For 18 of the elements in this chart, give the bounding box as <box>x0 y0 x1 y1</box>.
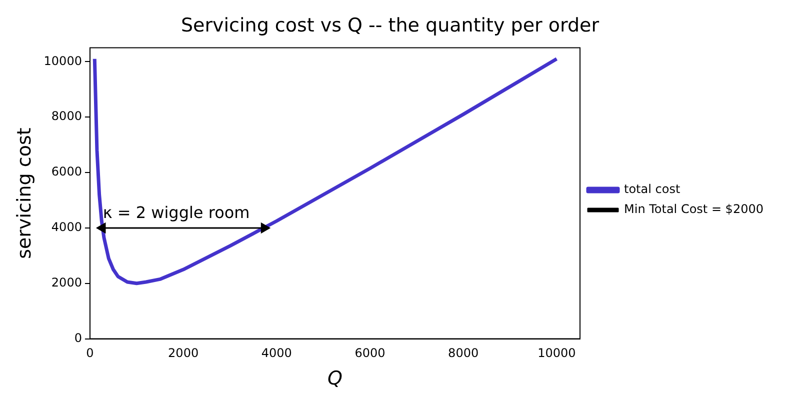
x-tick-label: 8000 <box>448 346 479 360</box>
legend-label: total cost <box>624 182 680 196</box>
y-tick-label: 0 <box>74 330 82 345</box>
y-tick-label: 8000 <box>51 109 82 124</box>
chart-title: Servicing cost vs Q -- the quantity per order <box>180 14 600 36</box>
legend-label: Min Total Cost = $2000 <box>624 202 764 216</box>
y-tick-label: 6000 <box>51 164 82 179</box>
x-tick-label: 6000 <box>354 346 386 360</box>
annotation: κ = 2 wiggle room <box>102 203 250 222</box>
x-axis-title: Q <box>328 368 343 390</box>
x-tick-label: 0 <box>86 346 94 360</box>
x-tick-label: 2000 <box>168 346 199 360</box>
y-tick-label: 4000 <box>51 220 82 234</box>
y-axis-title: servicing cost <box>13 128 36 259</box>
x-tick-label: 10000 <box>538 346 576 360</box>
x-tick-label: 4000 <box>261 346 292 360</box>
y-tick-label: 10000 <box>44 54 82 68</box>
y-tick-label: 2000 <box>51 275 82 290</box>
